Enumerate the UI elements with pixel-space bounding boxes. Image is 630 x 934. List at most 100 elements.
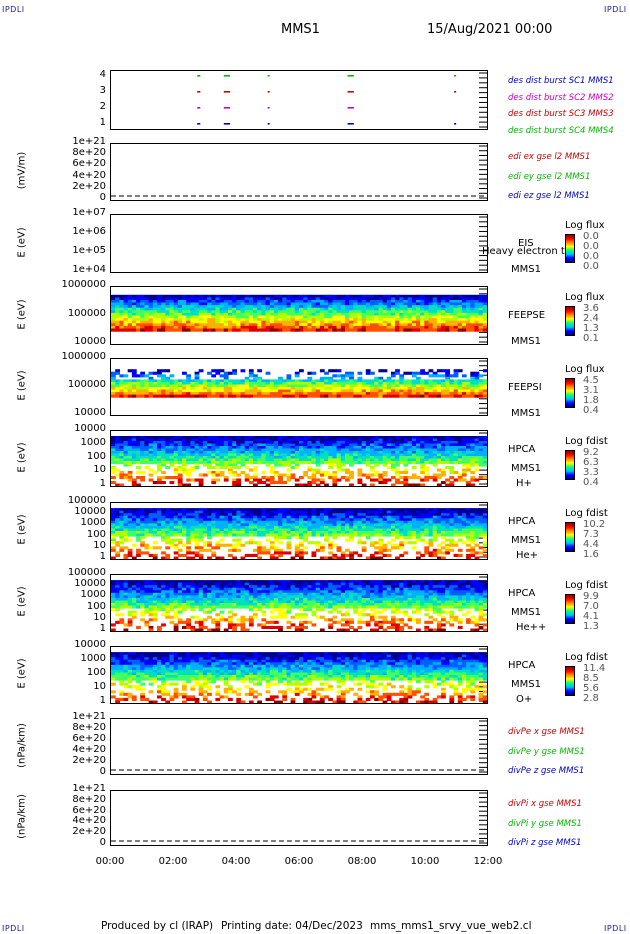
- spectrogram-cell: [286, 525, 292, 529]
- spectrogram-cell: [257, 328, 262, 332]
- spectrogram-cell: [390, 325, 396, 330]
- burst-mark: [223, 75, 231, 77]
- spectrogram-cell: [428, 508, 434, 512]
- spectrogram-cell: [445, 323, 450, 327]
- spectrogram-cell: [457, 508, 463, 512]
- spectrogram-cell: [470, 458, 476, 462]
- spectrogram-cell: [111, 302, 116, 306]
- spectrogram-cell: [261, 294, 267, 298]
- spectrogram-cell: [319, 525, 325, 529]
- spectrogram-cell: [182, 461, 187, 465]
- spectrogram-cell: [453, 518, 459, 522]
- spectrogram-cell: [361, 310, 367, 314]
- spectrogram-cell: [282, 443, 288, 447]
- spectrogram-cell: [353, 379, 359, 383]
- spectrogram-cell: [411, 297, 417, 301]
- spectrogram-cell: [273, 533, 279, 537]
- spectrogram-cell: [470, 461, 476, 465]
- spectrogram-cell: [457, 513, 463, 517]
- spectrogram-cell: [365, 438, 371, 442]
- spectrogram-cell: [461, 381, 467, 385]
- spectrogram-cell: [165, 323, 171, 327]
- spectrogram-cell: [273, 302, 279, 306]
- spectrogram-cell: [265, 461, 271, 465]
- spectrogram-cell: [286, 300, 292, 304]
- spectrogram-cell: [428, 448, 434, 452]
- spectrogram-cell: [482, 387, 487, 391]
- spectrogram-cell: [353, 312, 359, 317]
- spectrogram-cell: [332, 307, 338, 311]
- spectrogram-cell: [407, 525, 413, 529]
- spectrogram-cell: [278, 443, 283, 447]
- spectrogram-cell: [202, 384, 208, 388]
- spectrogram-cell: [236, 392, 242, 396]
- spectrogram-cell: [441, 381, 446, 385]
- spectrogram-cell: [253, 323, 258, 327]
- spectrogram-cell: [269, 379, 275, 383]
- spectrogram-cell: [265, 451, 271, 455]
- spectrogram-cell: [345, 379, 350, 383]
- spectrogram-cell: [478, 443, 484, 447]
- spectrogram-cell: [336, 518, 342, 522]
- spectrogram-cell: [257, 546, 262, 550]
- spectrogram-cell: [177, 453, 183, 457]
- spectrogram-cell: [282, 446, 288, 450]
- spectrogram-cell: [290, 307, 296, 311]
- spectrogram-cell: [157, 371, 162, 375]
- spectrogram-cell: [182, 384, 187, 388]
- spectrogram-cell: [416, 328, 421, 332]
- spectrogram-cell: [386, 376, 392, 380]
- spectrogram-cell: [131, 384, 137, 388]
- spectrogram-cell: [194, 541, 200, 545]
- spectrogram-cell: [378, 451, 384, 455]
- spectrogram-cell: [311, 508, 317, 512]
- spectrogram-cell: [148, 310, 154, 314]
- spectrogram-cell: [357, 520, 363, 524]
- spectrogram-cell: [399, 376, 405, 380]
- spectrogram-cell: [345, 384, 350, 388]
- spectrogram-cell: [403, 310, 409, 314]
- spectrogram-cell: [424, 323, 430, 327]
- spectrogram-cell: [319, 531, 325, 535]
- spectrogram-cell: [349, 531, 354, 535]
- spectrogram-cell: [253, 531, 258, 535]
- spectrogram-cell: [461, 528, 467, 532]
- spectrogram-cell: [173, 294, 179, 298]
- spectrogram-cell: [428, 389, 434, 393]
- spectrogram-cell: [269, 556, 275, 559]
- spectrogram-cell: [315, 541, 321, 545]
- spectrogram-cell: [382, 531, 388, 535]
- spectrogram-cell: [370, 300, 375, 304]
- spectrogram-cell: [424, 328, 430, 332]
- spectrogram-cell: [420, 466, 425, 470]
- spectrogram-cell: [416, 384, 421, 388]
- spectrogram-cell: [144, 318, 150, 322]
- spectrogram-cell: [361, 483, 367, 486]
- spectrogram-cell: [144, 300, 150, 304]
- spectrogram-cell: [278, 536, 283, 540]
- spectrogram-cell: [223, 543, 229, 547]
- spectrogram-cell: [420, 297, 425, 301]
- spectrogram-cell: [261, 297, 267, 301]
- spectrogram-cell: [152, 318, 158, 322]
- spectrogram-cell: [198, 389, 204, 393]
- spectrogram-cell: [403, 536, 409, 540]
- spectrogram-cell: [127, 603, 133, 607]
- spectrogram-cell: [257, 307, 262, 311]
- spectrogram-cell: [416, 436, 421, 440]
- colorbar-hpca_he: [565, 522, 575, 552]
- spectrogram-cell: [441, 374, 446, 378]
- spectrogram-cell: [253, 548, 258, 552]
- spectrogram-cell: [441, 533, 446, 537]
- spectrogram-cell: [244, 297, 250, 301]
- spectrogram-cell: [361, 300, 367, 304]
- spectrogram-cell: [357, 320, 363, 324]
- spectrogram-cell: [223, 451, 229, 455]
- spectrogram-cell: [382, 548, 388, 552]
- spectrogram-cell: [420, 302, 425, 306]
- spectrogram-cell: [269, 456, 275, 460]
- spectrogram-cell: [161, 325, 166, 330]
- spectrogram-cell: [202, 307, 208, 311]
- spectrogram-cell: [244, 315, 250, 319]
- spectrogram-cell: [127, 448, 133, 452]
